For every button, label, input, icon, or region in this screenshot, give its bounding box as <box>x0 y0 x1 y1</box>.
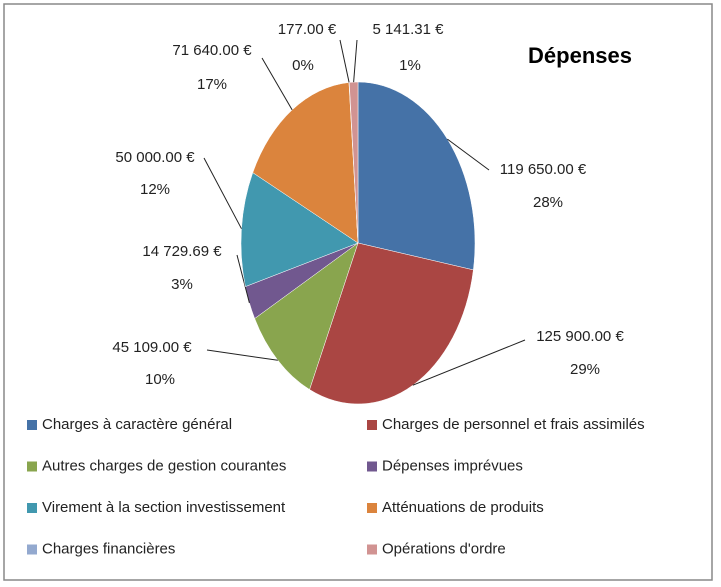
pie-slice <box>349 81 359 244</box>
value-label: 177.00 € <box>278 21 337 38</box>
percentage-label: 12% <box>140 181 170 198</box>
pie-slice <box>254 242 359 390</box>
value-label: 50 000.00 € <box>115 149 195 166</box>
legend-swatch <box>367 503 377 513</box>
leader-line <box>261 57 293 111</box>
percentage-label: 28% <box>533 194 563 211</box>
legend-label: Atténuations de produits <box>382 499 544 516</box>
percentage-label: 17% <box>197 76 227 93</box>
value-label: 119 650.00 € <box>500 161 587 178</box>
leader-line <box>236 254 250 304</box>
percentage-label: 1% <box>399 57 421 74</box>
leader-line <box>447 138 490 171</box>
pie-slice <box>357 81 476 271</box>
chart-title: Dépenses <box>528 43 632 68</box>
legend-label: Charges de personnel et frais assimilés <box>382 416 645 433</box>
leader-line <box>353 39 358 83</box>
percentage-label: 29% <box>570 361 600 378</box>
value-label: 71 640.00 € <box>172 42 252 59</box>
legend-swatch <box>367 544 377 555</box>
legend-label: Charges financières <box>42 540 175 557</box>
legend-swatch <box>27 544 37 555</box>
value-label: 125 900.00 € <box>536 328 624 345</box>
percentage-label: 0% <box>292 57 314 74</box>
legend-swatch <box>27 420 37 430</box>
value-label: 5 141.31 € <box>373 21 445 38</box>
legend-swatch <box>27 461 37 472</box>
leader-line <box>206 349 278 361</box>
pie-slice <box>240 172 359 287</box>
leader-line <box>412 339 526 386</box>
legend-swatch <box>367 420 377 430</box>
legend-label: Autres charges de gestion courantes <box>42 457 286 474</box>
legend-label: Dépenses imprévues <box>382 457 523 474</box>
legend-swatch <box>367 461 377 472</box>
legend-label: Opérations d'ordre <box>382 540 506 557</box>
percentage-label: 10% <box>145 371 175 388</box>
value-label: 45 109.00 € <box>112 339 192 356</box>
pie-slice <box>252 82 359 244</box>
legend-label: Virement à la section investissement <box>42 499 286 516</box>
value-label: 14 729.69 € <box>142 243 222 260</box>
legend-swatch <box>27 503 37 513</box>
percentage-label: 3% <box>171 276 193 293</box>
leader-line <box>339 39 350 83</box>
legend-label: Charges à caractère général <box>42 416 232 433</box>
leader-line <box>203 157 242 229</box>
